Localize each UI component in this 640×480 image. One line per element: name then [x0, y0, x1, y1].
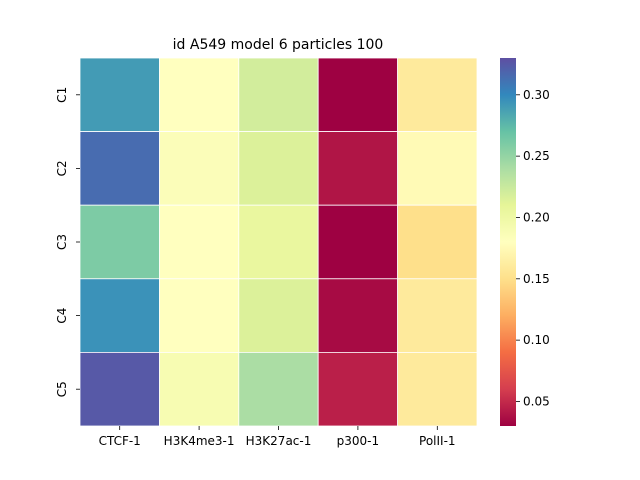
heatmap-cell [317, 351, 399, 427]
heatmap-cell [238, 204, 319, 280]
x-tick-label: H3K4me3-1 [164, 434, 235, 448]
colorbar-tick-label: 0.25 [523, 149, 550, 163]
colorbar-tick-label: 0.30 [523, 88, 550, 102]
heatmap-cell [317, 204, 399, 280]
colorbar-tick-label: 0.15 [523, 272, 550, 286]
x-tick-label: H3K27ac-1 [246, 434, 312, 448]
heatmap-cell [238, 278, 319, 353]
heatmap-cell [317, 57, 399, 132]
y-tick-label: C3 [55, 234, 69, 250]
colorbar-tick-label: 0.10 [523, 333, 550, 347]
colorbar-ticks: 0.05 0.10 0.15 0.20 0.25 0.30 [516, 88, 550, 408]
heatmap-cell [79, 131, 160, 206]
y-tick-label: C4 [55, 308, 69, 324]
colorbar-tick-label: 0.05 [523, 394, 550, 408]
y-tick-label: C2 [55, 160, 69, 176]
heatmap-cell [79, 57, 160, 132]
heatmap-cell [397, 131, 478, 206]
heatmap-cell [397, 351, 478, 427]
chart-title: id A549 model 6 particles 100 [173, 37, 384, 53]
heatmap-cell [79, 204, 160, 280]
heatmap-cell [238, 131, 319, 206]
y-tick-label: C1 [55, 87, 69, 103]
heatmap-cell [158, 57, 240, 132]
heatmap-cell [317, 278, 399, 353]
heatmap-cell [397, 57, 478, 132]
heatmap-cell [79, 351, 160, 427]
colorbar-tick-label: 0.20 [523, 210, 550, 224]
x-tick-label: PolII-1 [419, 434, 456, 448]
colorbar: 0.05 0.10 0.15 0.20 0.25 0.30 [500, 58, 550, 426]
heatmap-cell [238, 57, 319, 132]
heatmap-cell [397, 204, 478, 280]
heatmap-cell [158, 131, 240, 206]
colorbar-gradient [500, 58, 516, 426]
heatmap-cell [158, 278, 240, 353]
heatmap-cells [79, 57, 478, 427]
x-tick-label: CTCF-1 [99, 434, 141, 448]
x-tick-label: p300-1 [337, 434, 380, 448]
heatmap-cell [397, 278, 478, 353]
heatmap-cell [238, 351, 319, 427]
heatmap-cell [317, 131, 399, 206]
heatmap-cell [158, 351, 240, 427]
heatmap-cell [79, 278, 160, 353]
y-axis: C1 C2 C3 C4 C5 [55, 87, 80, 397]
heatmap-cell [158, 204, 240, 280]
y-tick-label: C5 [55, 381, 69, 397]
x-axis: CTCF-1 H3K4me3-1 H3K27ac-1 p300-1 PolII-1 [99, 426, 456, 448]
